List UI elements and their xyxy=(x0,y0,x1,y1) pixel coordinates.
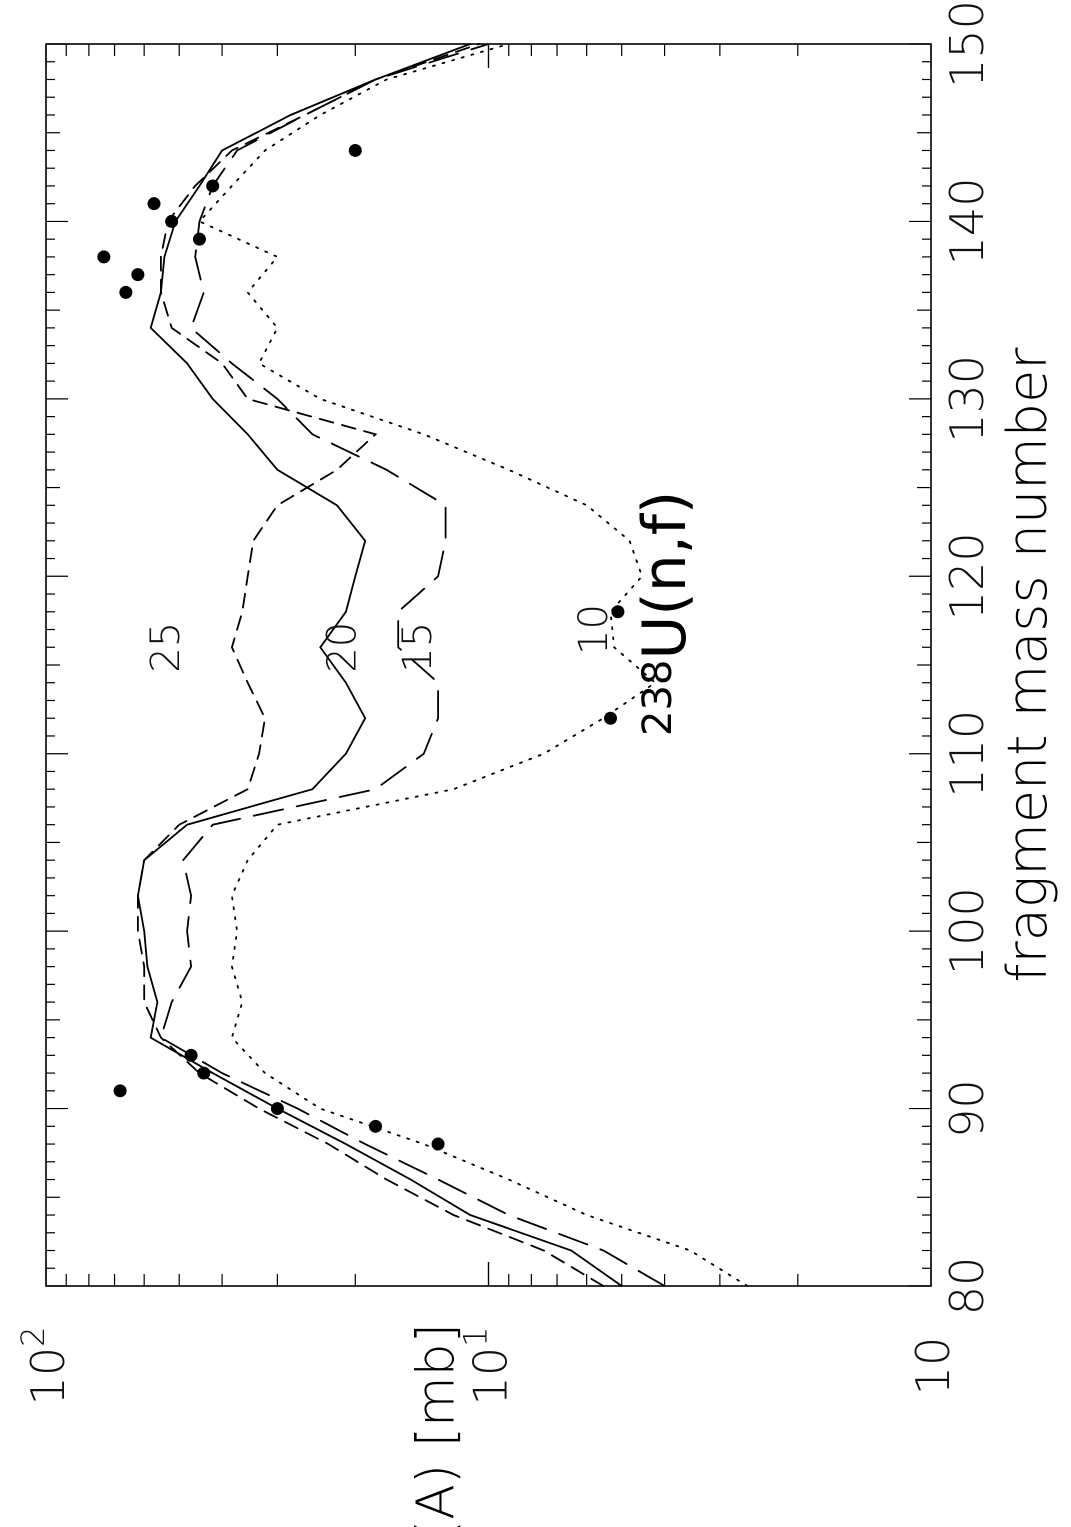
reaction-annotation-mass: 238 xyxy=(635,660,681,736)
x-axis-label: fragment mass number xyxy=(996,347,1059,983)
y-tick-label: 102 xyxy=(14,1327,75,1406)
reaction-annotation-text: U(n,f) xyxy=(630,491,700,660)
data-point xyxy=(206,179,220,193)
series-line-15 xyxy=(159,43,666,1287)
axis-tick-labels: 80 90 100 110 120 130 140 150 10 101 102 xyxy=(14,0,994,1405)
x-tick-label: 100 xyxy=(940,887,994,975)
data-point xyxy=(192,232,206,246)
x-tick-label: 80 xyxy=(940,1257,994,1316)
series-line-25 xyxy=(137,43,605,1287)
y-tick-label: 101 xyxy=(457,1327,518,1406)
series-layer xyxy=(136,43,749,1287)
x-tick-label: 140 xyxy=(940,178,994,266)
series-label-20: 20 xyxy=(319,622,365,673)
x-tick-label: 150 xyxy=(940,0,994,88)
data-point xyxy=(119,285,133,299)
data-point xyxy=(431,1137,445,1151)
reaction-annotation: 238U(n,f) xyxy=(630,491,700,736)
data-point xyxy=(97,250,111,264)
series-label-15: 15 xyxy=(395,622,441,673)
data-point xyxy=(197,1066,211,1080)
x-tick-label: 120 xyxy=(940,532,994,620)
curve-labels: 25 20 15 10 xyxy=(143,604,617,673)
x-tick-label: 90 xyxy=(940,1079,994,1138)
data-point xyxy=(348,143,362,157)
y-axis-label: σ(A) [mb] xyxy=(406,1323,466,1527)
series-label-10: 10 xyxy=(571,604,617,655)
data-points xyxy=(97,143,625,1151)
data-point xyxy=(147,197,161,211)
data-point xyxy=(184,1048,198,1062)
data-point xyxy=(369,1119,383,1133)
data-point xyxy=(165,214,179,228)
axis-ticks xyxy=(45,43,932,1287)
series-line-20 xyxy=(136,43,623,1287)
y-tick-label: 10 xyxy=(906,1337,960,1396)
x-tick-label: 130 xyxy=(940,355,994,443)
x-tick-label: 110 xyxy=(940,710,994,798)
data-point xyxy=(131,268,145,282)
data-point xyxy=(604,711,618,725)
series-label-25: 25 xyxy=(143,622,189,673)
data-point xyxy=(113,1084,127,1098)
data-point xyxy=(270,1102,284,1116)
data-point xyxy=(611,605,625,619)
